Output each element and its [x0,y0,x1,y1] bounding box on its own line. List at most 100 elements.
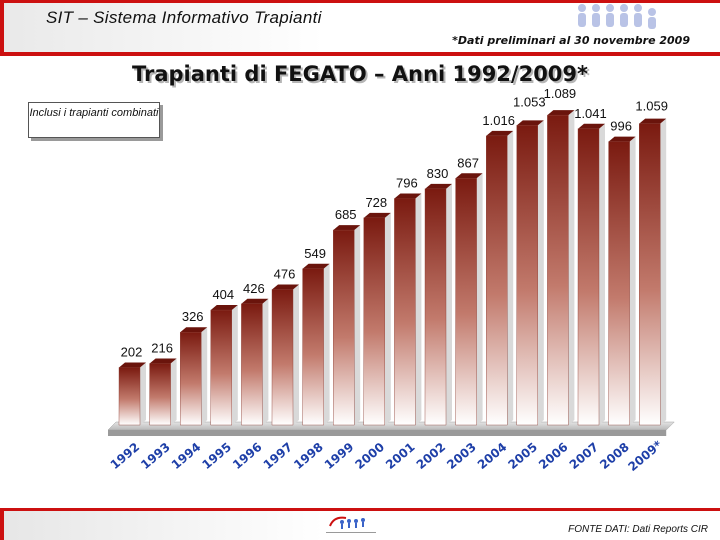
value-label-2004: 1.016 [482,113,515,128]
preliminary-data-note: *Dati preliminari al 30 novembre 2009 [452,34,690,47]
category-label-2009*: 2009* [625,437,665,474]
category-label-1992: 1992 [108,440,143,472]
bar-side-2006 [568,110,575,425]
footer-band [0,508,720,540]
bar-side-1997 [293,284,299,425]
bar-side-2000 [384,212,391,425]
chart-title: Trapianti di FEGATO – Anni 1992/2009* [131,62,589,86]
header-accent-bar [0,3,4,53]
bar-front-2005 [516,125,538,426]
value-label-2003: 867 [457,155,479,170]
bar-side-1993 [170,358,177,425]
bar-front-2001 [394,198,416,426]
category-label-1996: 1996 [230,440,265,472]
bar-side-2008 [629,136,636,426]
bar-side-1996 [262,298,269,425]
header-divider [0,52,720,56]
bar-side-2003 [476,173,483,425]
bar-front-2002 [424,188,447,426]
bar-side-2002 [446,183,452,425]
category-label-2007: 2007 [567,440,602,472]
bar-side-2009* [660,118,667,425]
value-label-2007: 1.041 [574,106,607,121]
value-label-1999: 685 [335,207,357,222]
footer-accent-bar [0,511,4,540]
category-label-1993: 1993 [138,440,173,472]
bar-front-2006 [547,114,569,426]
bar-front-1994 [179,332,202,426]
bar-side-2005 [537,120,544,426]
value-label-2000: 728 [365,195,387,210]
bar-top-2000 [363,212,391,218]
bar-front-2000 [363,217,385,426]
value-label-2006: 1.089 [544,86,577,101]
category-label-2000: 2000 [352,440,387,472]
bar-front-2008 [608,141,630,426]
centre-logo-icon [326,516,376,533]
bar-2007 [577,123,605,426]
chart-floor-edge [108,430,667,436]
bar-1996 [241,298,269,426]
bar-top-1999 [333,225,361,231]
bar-top-2002 [425,183,452,189]
bar-top-2009* [639,118,667,124]
category-label-1994: 1994 [169,440,204,472]
bar-front-1998 [302,268,324,426]
bar-front-2004 [486,135,508,426]
bar-2002 [424,183,452,426]
bar-top-1994 [180,327,208,333]
value-label-1998: 549 [304,246,326,261]
value-label-2001: 796 [396,176,418,191]
category-label-2008: 2008 [597,440,632,472]
bar-1999 [333,225,361,426]
bar-top-1995 [210,305,238,311]
bar-top-1993 [149,358,177,364]
bar-top-2006 [547,110,575,116]
value-label-1993: 216 [151,341,173,356]
category-label-2004: 2004 [475,440,510,472]
bar-side-2004 [507,130,514,425]
value-label-2008: 996 [610,119,632,134]
value-label-1996: 426 [243,281,265,296]
bar-front-1993 [149,363,171,426]
bar-front-2007 [577,128,600,426]
bar-side-2007 [599,123,605,426]
bar-1998 [302,263,330,426]
category-label-1998: 1998 [291,440,326,472]
bar-top-2003 [455,173,483,179]
bar-side-1992 [140,362,146,425]
category-label-1995: 1995 [199,440,234,472]
app-title: SIT – Sistema Informativo Trapianti [46,8,322,27]
bar-front-2003 [455,178,477,426]
bar-side-1994 [201,327,208,425]
bar-top-2004 [486,130,514,136]
value-label-2005: 1.053 [513,94,546,109]
bar-front-1995 [210,309,233,426]
bar-2001 [394,193,422,426]
bar-front-1992 [118,367,141,426]
data-source: FONTE DATI: Dati Reports CIR [568,524,708,535]
bar-1993 [149,358,177,426]
value-label-2002: 830 [427,166,449,181]
bar-front-1997 [271,289,294,426]
bar-front-1996 [241,303,263,426]
bar-2003 [455,173,483,426]
bar-2008 [608,136,636,426]
bar-side-2001 [415,193,422,425]
bar-top-2005 [516,120,544,126]
people-logo-icon [578,4,656,29]
value-label-1997: 476 [274,267,296,282]
category-label-2003: 2003 [444,440,479,472]
bar-2006 [547,110,575,426]
bar-2005 [516,120,544,426]
value-label-2009*: 1.059 [635,99,668,114]
bar-top-1992 [119,362,146,368]
bar-side-1995 [231,305,238,425]
bar-2004 [486,130,514,426]
category-label-2006: 2006 [536,440,571,472]
bar-top-2001 [394,193,422,199]
category-label-2001: 2001 [383,440,418,472]
bar-top-1996 [241,298,269,304]
bar-side-1999 [354,225,361,425]
